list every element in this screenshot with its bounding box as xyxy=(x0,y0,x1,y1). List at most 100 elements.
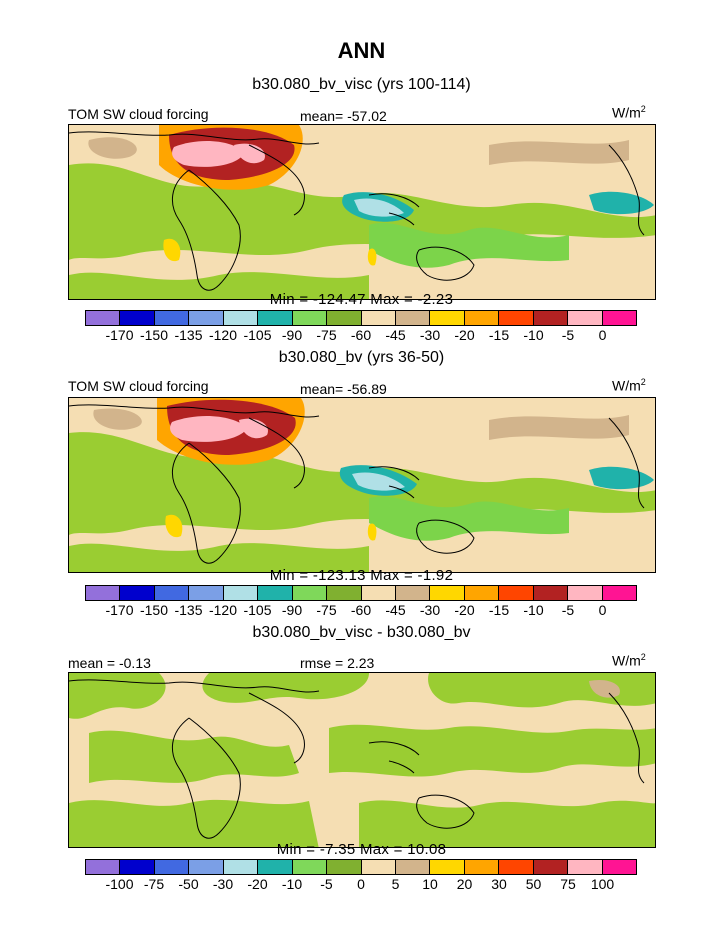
colorbar-tick-label: -120 xyxy=(208,602,238,618)
colorbar-tick-label: -30 xyxy=(212,876,234,892)
colorbar-swatch xyxy=(395,311,431,325)
colorbar-tick-label: -170 xyxy=(105,602,134,618)
coastline-layer xyxy=(69,679,645,839)
colorbar-swatch xyxy=(327,860,362,874)
colorbar-swatch xyxy=(568,311,603,325)
colorbar-tick-label: 0 xyxy=(598,602,607,618)
colorbar-swatch xyxy=(223,586,259,600)
colorbar-tick-label: -105 xyxy=(243,327,272,343)
colorbar-tick-label: -20 xyxy=(454,327,475,343)
colorbar-swatch xyxy=(430,860,465,874)
colorbar-tick-label: 5 xyxy=(391,876,400,892)
colorbar-tick-label: 30 xyxy=(491,876,507,892)
contour-fill-layer xyxy=(69,398,655,572)
colorbar-tick-label: -75 xyxy=(316,327,337,343)
colorbar-swatch xyxy=(120,311,155,325)
colorbar-swatch xyxy=(189,586,224,600)
colorbar-swatch xyxy=(464,860,500,874)
panel-3-title: b30.080_bv_visc - b30.080_bv xyxy=(252,624,471,641)
panel-3-unit-label: W/m2 xyxy=(612,652,646,669)
colorbar-swatch xyxy=(86,860,121,874)
colorbar-swatch xyxy=(602,311,636,325)
coastline-layer xyxy=(69,404,645,564)
colorbar-tick-label: 75 xyxy=(560,876,576,892)
colorbar-tick-label: -15 xyxy=(488,327,510,343)
colorbar-swatch xyxy=(292,860,328,874)
colorbar-swatch xyxy=(154,586,190,600)
panel-2-variable-label: TOM SW cloud forcing xyxy=(68,378,209,394)
colorbar-tick-label: -60 xyxy=(350,602,372,618)
colorbar-tick-label: -50 xyxy=(178,876,199,892)
coastline-layer xyxy=(69,131,645,291)
colorbar-tick-label: 0 xyxy=(357,876,365,892)
panel-3-colorbar-ticks: -100 -75 -50 -30 -20 -10 -5 0 5 10 20 30 50 75 100 xyxy=(85,876,637,894)
panel-1-unit-label: W/m2 xyxy=(612,104,646,121)
colorbar-tick-label: -20 xyxy=(454,602,475,618)
colorbar-swatch xyxy=(258,860,293,874)
colorbar-tick-label: -5 xyxy=(561,327,575,343)
colorbar-tick-label: 0 xyxy=(598,327,607,343)
colorbar-tick-label: -100 xyxy=(105,876,134,892)
colorbar-swatch xyxy=(154,860,190,874)
colorbar-swatch xyxy=(499,860,534,874)
colorbar-swatch xyxy=(568,586,603,600)
colorbar-tick-label: -5 xyxy=(320,876,333,892)
colorbar-swatch xyxy=(86,311,121,325)
panel-2-colorbar-ticks: -170 -150 -135 -120 -105 -90 -75 -60 -45 -30 -20 -1… xyxy=(85,602,637,620)
colorbar-swatch xyxy=(189,860,224,874)
colorbar-tick-label: 50 xyxy=(525,876,542,892)
panel-1-contour-map xyxy=(69,125,655,299)
colorbar-tick-label: -10 xyxy=(523,327,544,343)
colorbar-tick-label: -135 xyxy=(174,602,203,618)
colorbar-swatch xyxy=(361,860,396,874)
colorbar-swatch xyxy=(430,311,465,325)
colorbar-swatch xyxy=(499,311,534,325)
colorbar-swatch xyxy=(602,860,636,874)
colorbar-tick-label: -10 xyxy=(281,876,303,892)
colorbar-swatch xyxy=(258,586,293,600)
colorbar-tick-label: 20 xyxy=(456,876,473,892)
colorbar-tick-label: -30 xyxy=(419,602,441,618)
panel-2-title: b30.080_bv (yrs 36-50) xyxy=(278,349,445,366)
panel-2-colorbar xyxy=(85,585,637,601)
colorbar-tick-label: -150 xyxy=(139,602,169,618)
colorbar-swatch xyxy=(223,860,259,874)
panel-1-variable-label: TOM SW cloud forcing xyxy=(68,106,209,122)
panel-3-mean-label: mean = -0.13 xyxy=(68,655,151,671)
panel-2-map xyxy=(68,397,656,573)
panel-1-map xyxy=(68,124,656,300)
contour-light-patches xyxy=(369,673,620,698)
colorbar-tick-label: -75 xyxy=(316,602,337,618)
colorbar-swatch xyxy=(361,311,396,325)
colorbar-swatch xyxy=(568,860,603,874)
colorbar-tick-label: -20 xyxy=(247,876,268,892)
colorbar-swatch xyxy=(533,311,569,325)
colorbar-tick-label: -135 xyxy=(174,327,203,343)
contour-fill-layer xyxy=(69,125,655,299)
colorbar-swatch xyxy=(533,860,569,874)
colorbar-swatch xyxy=(464,586,500,600)
panel-3-contour-map xyxy=(69,673,655,847)
panel-2-unit-label: W/m2 xyxy=(612,377,646,394)
colorbar-swatch xyxy=(154,311,190,325)
colorbar-swatch xyxy=(327,311,362,325)
colorbar-swatch xyxy=(292,311,328,325)
panel-1-colorbar-ticks: -170 -150 -135 -120 -105 -90 -75 -60 -45 -30 -20 -1… xyxy=(85,327,637,345)
colorbar-tick-label: -45 xyxy=(385,602,406,618)
panel-3-rmse-label: rmse = 2.23 xyxy=(300,655,375,671)
colorbar-swatch xyxy=(258,311,293,325)
colorbar-swatch xyxy=(499,586,534,600)
colorbar-tick-label: -120 xyxy=(208,327,238,343)
colorbar-tick-label: -45 xyxy=(385,327,406,343)
panel-1-mean-label: mean= -57.02 xyxy=(300,108,387,124)
colorbar-tick-label: 10 xyxy=(422,876,438,892)
figure-title: ANN xyxy=(337,38,386,63)
colorbar-swatch xyxy=(292,586,328,600)
panel-2-minmax: Min = -123.13 Max = -1.92 xyxy=(269,567,454,584)
colorbar-swatch xyxy=(464,311,500,325)
panel-1-colorbar xyxy=(85,310,637,326)
panel-3-colorbar xyxy=(85,859,637,875)
panel-2-mean-label: mean= -56.89 xyxy=(300,381,387,397)
panel-1-title: b30.080_bv_visc (yrs 100-114) xyxy=(252,76,471,93)
colorbar-tick-label: -75 xyxy=(143,876,165,892)
